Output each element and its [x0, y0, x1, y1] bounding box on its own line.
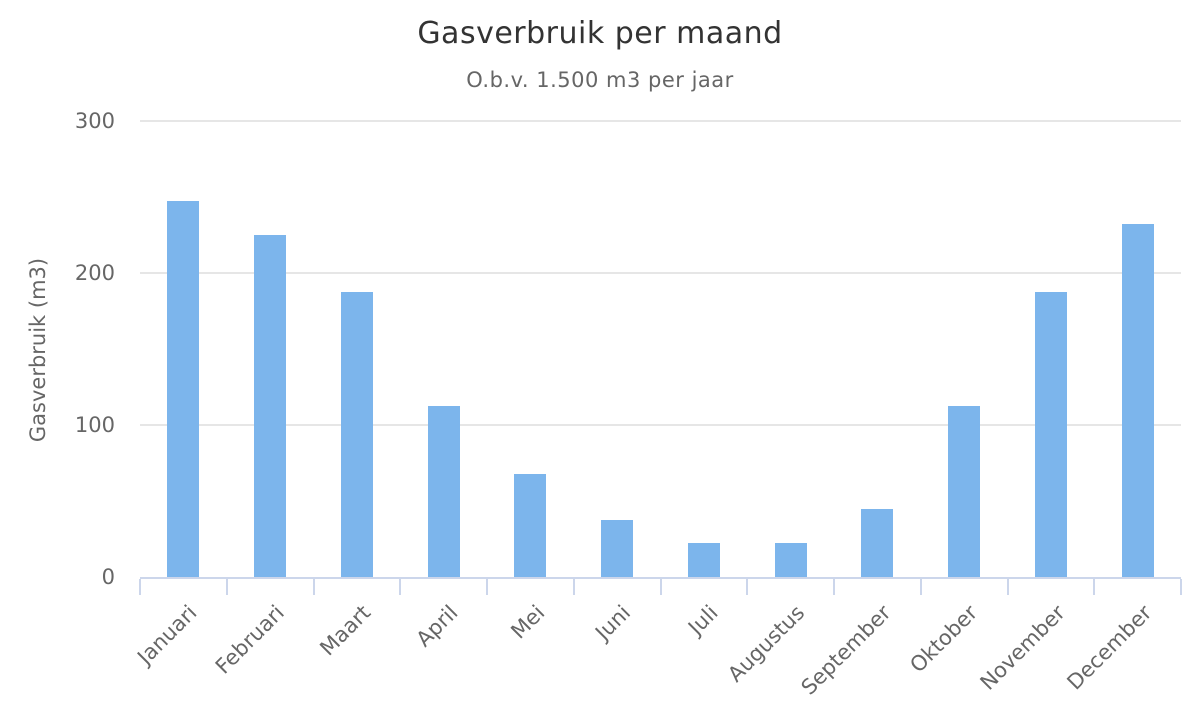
x-axis-tick	[1180, 579, 1182, 595]
bar-november[interactable]	[1034, 292, 1067, 577]
x-axis-label-juni: Juni	[591, 600, 636, 645]
y-tick-label-200: 200	[74, 261, 115, 285]
x-axis-label-maart: Maart	[315, 600, 376, 661]
x-axis-tick	[659, 579, 662, 595]
chart-title: Gasverbruik per maand	[417, 16, 783, 51]
y-tick-label-100: 100	[74, 413, 115, 437]
x-axis-tick	[486, 579, 488, 595]
x-axis-label-januari: Januari	[133, 600, 202, 670]
bar-januari[interactable]	[167, 201, 200, 577]
gridline-y200	[140, 272, 1181, 274]
bar-maart[interactable]	[340, 292, 373, 577]
x-axis-tick	[225, 579, 228, 595]
bar-juli[interactable]	[687, 543, 720, 577]
x-axis-label-oktober: Oktober	[905, 600, 983, 678]
bar-april[interactable]	[427, 406, 460, 577]
x-axis-tick	[312, 579, 315, 595]
gridline-y100	[140, 424, 1181, 426]
bar-oktober[interactable]	[948, 406, 981, 577]
bar-februari[interactable]	[254, 235, 287, 577]
y-tick-label-300: 300	[74, 109, 115, 133]
x-axis-label-augustus: Augustus	[723, 600, 810, 687]
x-axis-tick	[1093, 579, 1096, 595]
x-axis-tick	[572, 579, 575, 595]
x-axis-tick	[919, 579, 922, 595]
x-axis-label-april: April	[411, 600, 463, 652]
x-axis-label-november: November	[975, 600, 1070, 695]
x-axis-label-mei: Mei	[505, 600, 549, 644]
bar-december[interactable]	[1121, 224, 1154, 577]
x-axis-label-februari: Februari	[210, 600, 289, 679]
plot-area	[140, 120, 1181, 579]
y-tick-label-0: 0	[101, 565, 115, 589]
bar-augustus[interactable]	[774, 543, 807, 577]
gridline-y300	[140, 120, 1181, 122]
x-axis-tick	[1006, 579, 1009, 595]
x-axis-tick	[746, 579, 749, 595]
chart-subtitle: O.b.v. 1.500 m3 per jaar	[466, 68, 734, 92]
bar-mei[interactable]	[514, 474, 547, 577]
x-axis-tick	[833, 579, 835, 595]
bar-juni[interactable]	[601, 520, 634, 577]
bar-september[interactable]	[861, 509, 894, 577]
x-axis-label-juli: Juli	[683, 600, 723, 640]
x-axis-label-september: September	[796, 600, 896, 700]
x-axis-label-december: December	[1062, 600, 1157, 695]
x-axis-tick	[139, 579, 141, 595]
x-axis-tick	[399, 579, 402, 595]
